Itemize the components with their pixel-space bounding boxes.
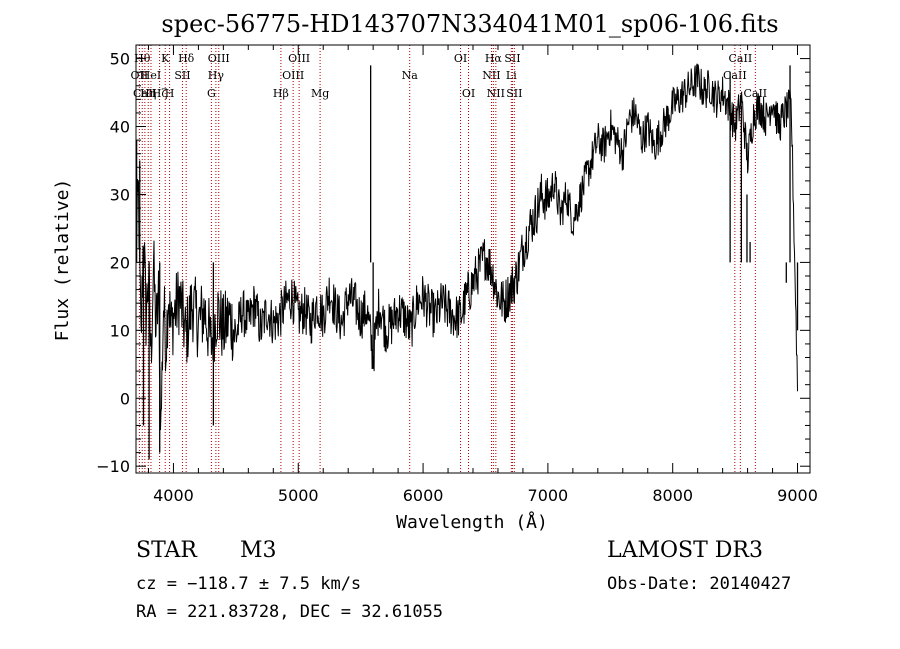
y-tick-label: 0 xyxy=(120,389,130,408)
line-marker-label: K xyxy=(161,52,170,65)
y-tick-label: 50 xyxy=(110,50,130,69)
x-tick-label: 7000 xyxy=(528,486,569,505)
y-tick-label: 40 xyxy=(110,118,130,137)
line-marker-label: OIII xyxy=(208,52,230,65)
line-marker-label: NII xyxy=(482,69,500,82)
x-tick-label: 4000 xyxy=(153,486,194,505)
line-marker-label: Hδ xyxy=(178,52,195,65)
y-tick-label: 20 xyxy=(110,253,130,272)
x-axis-label: Wavelength (Å) xyxy=(396,511,548,533)
line-marker-label: Hγ xyxy=(208,69,225,82)
object-class: STAR xyxy=(136,538,197,563)
x-tick-label: 9000 xyxy=(777,486,818,505)
plot-frame xyxy=(135,44,811,474)
y-axis-label: Flux (relative) xyxy=(52,179,73,342)
line-marker-label: Hζ xyxy=(152,87,168,100)
y-tick-label: 10 xyxy=(110,321,130,340)
line-marker-label: NII xyxy=(487,87,505,100)
flux-series xyxy=(135,63,799,460)
line-marker-label: SII xyxy=(504,52,520,65)
object-subclass: M3 xyxy=(240,538,277,563)
obs-date: Obs-Date: 20140427 xyxy=(607,574,792,594)
y-tick-label: 30 xyxy=(110,185,130,204)
line-marker-label: OI xyxy=(454,52,467,65)
line-marker-label: Hβ xyxy=(273,87,289,100)
line-marker-label: G xyxy=(207,87,216,100)
axis-ticks: 4000 5000 6000 7000 8000 9000 −10 0 10 20 30 40 50 xyxy=(96,45,818,505)
line-marker-label: Na xyxy=(402,69,419,82)
line-marker-label: H xyxy=(165,87,175,100)
line-marker-label: CaII xyxy=(743,87,767,100)
line-marker-label: OII xyxy=(131,69,149,82)
line-marker-label: Hη xyxy=(140,87,156,100)
line-marker-label: SII xyxy=(174,69,190,82)
line-marker-label: OIII xyxy=(288,52,310,65)
line-marker-label: Li xyxy=(506,69,517,82)
redshift-readout: cz = −118.7 ± 7.5 km/s xyxy=(136,574,362,594)
survey-name: LAMOST DR3 xyxy=(607,538,763,563)
line-marker-label: Mg xyxy=(311,87,329,100)
line-markers: OIIHθCaIIHηHeIHζKHSIIHδGHγOIIIHβOIIIOIII… xyxy=(131,45,767,473)
line-marker-label: CaII xyxy=(723,69,747,82)
x-tick-label: 6000 xyxy=(403,486,444,505)
y-tick-label: −10 xyxy=(96,457,130,476)
line-marker-label: OIII xyxy=(282,69,304,82)
line-marker-label: HeI xyxy=(141,69,161,82)
chart-title: spec-56775-HD143707N334041M01_sp06-106.f… xyxy=(161,10,778,38)
x-tick-label: 5000 xyxy=(278,486,319,505)
line-marker-label: OI xyxy=(462,87,475,100)
coordinates-readout: RA = 221.83728, DEC = 32.61055 xyxy=(136,602,444,622)
line-marker-label: Hα xyxy=(485,52,503,65)
line-marker-label: SII xyxy=(506,87,522,100)
line-marker-label: CaII xyxy=(729,52,753,65)
flux-line xyxy=(135,63,798,431)
x-tick-label: 8000 xyxy=(652,486,693,505)
